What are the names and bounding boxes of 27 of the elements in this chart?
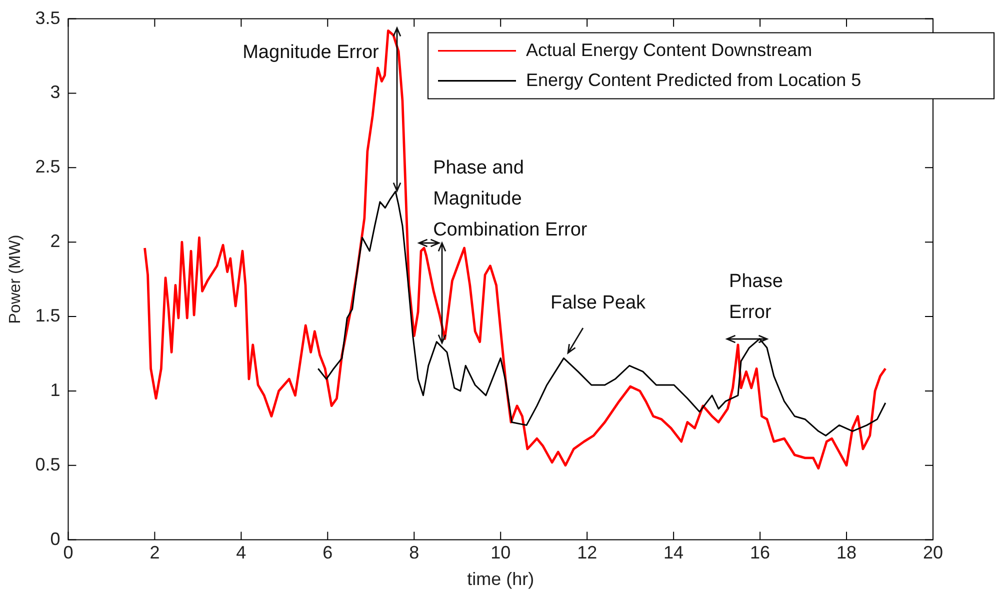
y-tick-label: 0.5 <box>35 454 60 474</box>
legend-label: Actual Energy Content Downstream <box>526 40 812 60</box>
x-tick-label: 2 <box>150 542 160 563</box>
y-tick-label: 2.5 <box>35 156 60 177</box>
y-tick-label: 1.5 <box>35 305 60 326</box>
y-tick-label: 2 <box>50 231 60 252</box>
y-tick-label: 1 <box>50 380 60 400</box>
x-tick-label: 10 <box>490 542 511 563</box>
x-tick-label: 0 <box>63 542 74 563</box>
y-tick-label: 3.5 <box>35 8 60 28</box>
x-axis-title: time (hr) <box>467 569 534 590</box>
legend-label: Energy Content Predicted from Location 5 <box>526 70 862 90</box>
annotation: Phase Error <box>729 271 783 324</box>
x-tick-label: 8 <box>409 542 420 563</box>
x-tick-label: 4 <box>236 542 246 563</box>
x-tick-label: 6 <box>322 542 333 563</box>
x-tick-label: 12 <box>577 542 598 563</box>
annotation: Magnitude Error <box>242 42 380 63</box>
y-tick-label: 3 <box>50 82 60 102</box>
x-tick-label: 20 <box>922 542 944 563</box>
x-tick-label: 16 <box>750 542 770 563</box>
x-tick-label: 14 <box>664 542 684 563</box>
annotation: Phase and Magnitude Combination Error <box>433 158 588 241</box>
y-axis-title: Power (MW) <box>7 234 24 324</box>
annotation: False Peak <box>550 292 646 314</box>
x-tick-label: 18 <box>836 542 857 563</box>
y-tick-label: 0 <box>50 528 60 549</box>
